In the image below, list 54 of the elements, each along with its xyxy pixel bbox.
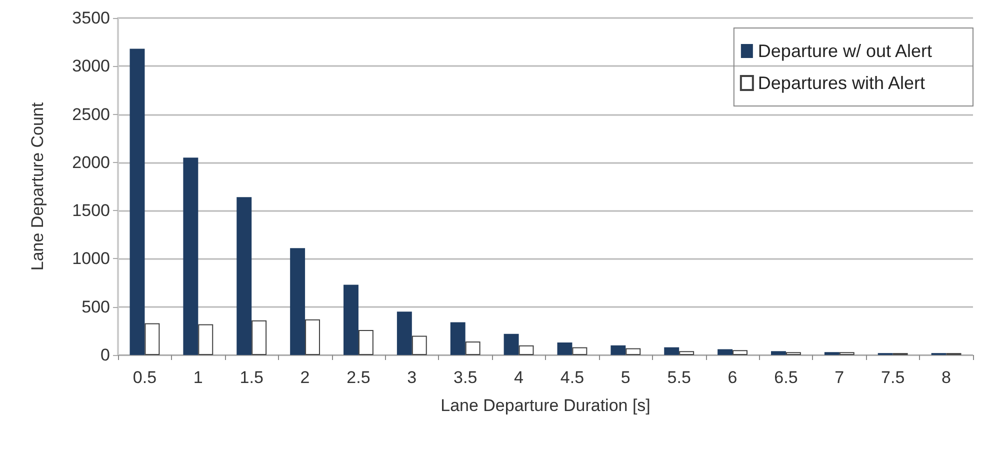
legend-label: Departures with Alert <box>758 73 925 93</box>
y-tick-label: 1500 <box>72 201 110 220</box>
bar <box>626 348 641 355</box>
bar <box>358 330 374 355</box>
bar <box>504 334 519 355</box>
bar <box>305 319 320 355</box>
x-tick-label: 6.5 <box>774 368 798 387</box>
bar <box>557 342 572 355</box>
bar <box>290 248 306 355</box>
bar <box>771 351 786 355</box>
x-tick-label: 0.5 <box>132 368 157 387</box>
x-tick-label: 1.5 <box>240 368 264 387</box>
y-axis-title: Lane Departure Count <box>28 102 47 271</box>
x-tick-label: 4 <box>514 368 524 387</box>
bar <box>236 197 252 355</box>
y-tick-label: 2500 <box>72 104 110 124</box>
y-tick-label: 1000 <box>72 249 110 268</box>
x-tick-label: 8 <box>942 368 952 387</box>
x-tick-label: 3.5 <box>454 368 478 387</box>
bar <box>718 349 733 355</box>
bar <box>198 324 214 355</box>
bar <box>412 336 427 355</box>
bar <box>183 158 198 355</box>
bar <box>450 322 466 355</box>
bar <box>344 284 358 355</box>
legend-label: Departure w/ out Alert <box>758 41 932 61</box>
x-tick-label: 7 <box>834 368 844 387</box>
bar <box>679 351 694 355</box>
x-tick-label: 3 <box>407 368 417 387</box>
bar <box>572 347 588 355</box>
bar <box>732 350 748 355</box>
y-tick-label: 500 <box>82 297 110 316</box>
x-tick-label: 2.5 <box>346 368 370 387</box>
bar <box>130 48 145 355</box>
bar <box>518 345 534 355</box>
bar <box>610 345 626 355</box>
y-tick-label: 2000 <box>72 152 110 172</box>
x-tick-label: 4.5 <box>560 368 584 387</box>
x-tick-label: 5.5 <box>667 368 691 387</box>
bar <box>664 347 680 355</box>
bar <box>465 342 480 355</box>
x-tick-label: 6 <box>728 368 738 387</box>
x-tick-label: 5 <box>620 368 630 387</box>
bar <box>144 323 160 355</box>
y-tick-label: 3500 <box>72 8 110 28</box>
x-tick-label: 1 <box>193 368 203 387</box>
y-tick-label: 3000 <box>72 56 110 76</box>
x-tick-label: 2 <box>300 368 310 387</box>
x-tick-label: 7.5 <box>881 368 905 387</box>
bar <box>396 312 412 355</box>
bar <box>824 352 840 355</box>
y-tick-label: 0 <box>100 346 110 364</box>
x-axis-title: Lane Departure Duration [s] <box>440 396 650 415</box>
bar <box>252 320 267 355</box>
